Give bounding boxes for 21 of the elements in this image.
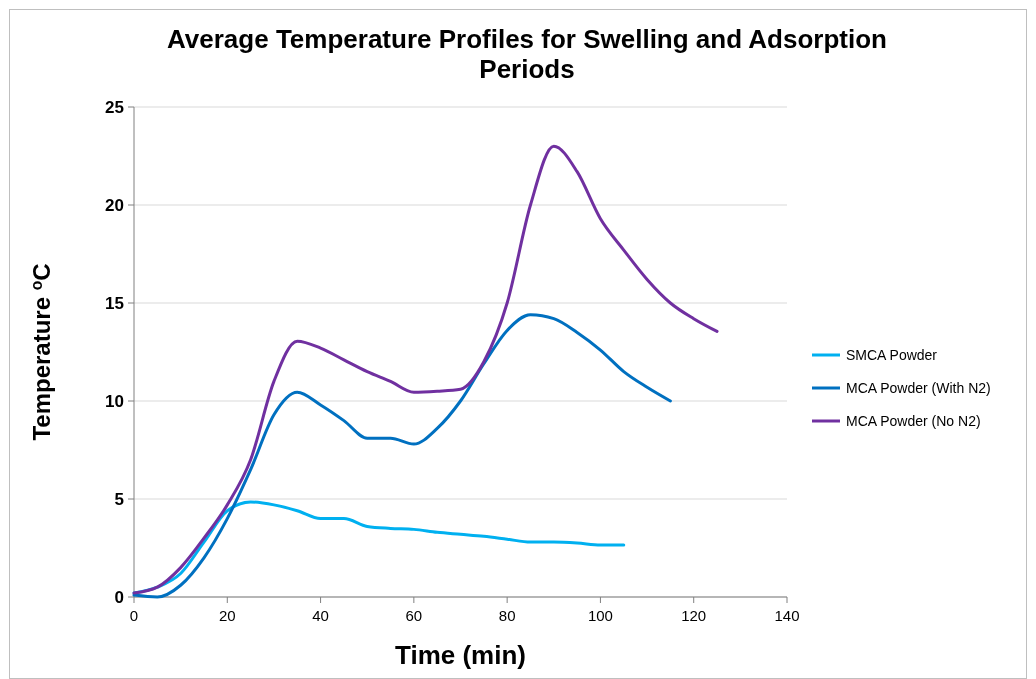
x-tick-label: 0 (129, 607, 139, 624)
y-tick-label: 25 (105, 97, 124, 117)
line-series (132, 144, 719, 595)
y-tick-label: 0 (114, 587, 124, 607)
x-tick-label: 120 (681, 607, 707, 624)
x-tick-label: 60 (405, 607, 423, 624)
x-axis-title: Time (min) (395, 640, 526, 670)
legend-label: SMCA Powder (846, 346, 938, 363)
legend-label: MCA Powder (No N2) (846, 412, 981, 429)
x-tick-label: 20 (218, 607, 236, 624)
line-series (132, 313, 672, 599)
y-tick-label: 15 (105, 293, 124, 313)
x-tick-label: 80 (498, 607, 516, 624)
chart-title: Average Temperature Profiles for Swelling and Adsorption Periods (167, 24, 887, 84)
x-tick-label: 40 (312, 607, 329, 624)
x-tick-label: 100 (587, 607, 613, 624)
y-tick-label: 20 (105, 195, 124, 215)
x-tick-label: 140 (774, 607, 800, 624)
y-tick-label: 5 (114, 489, 124, 509)
legend-label: MCA Powder (With N2) (846, 379, 991, 396)
y-tick-label: 10 (105, 391, 124, 411)
